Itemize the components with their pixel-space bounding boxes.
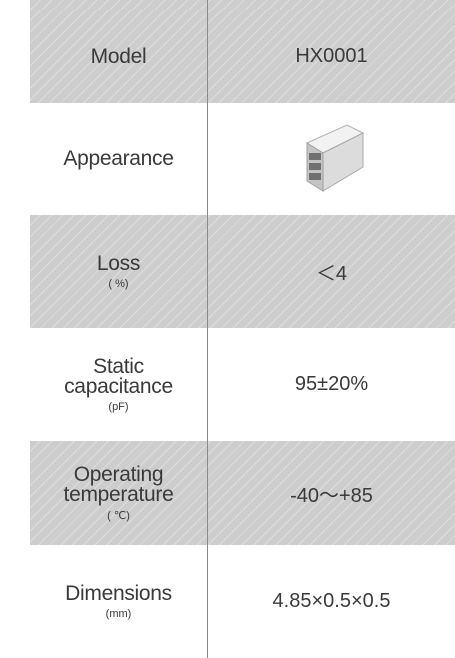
row-value: ＜4 xyxy=(315,263,348,285)
value-cell xyxy=(208,103,455,215)
column-divider xyxy=(207,0,208,658)
table-row: Operating temperature ( ℃) -40～+85 xyxy=(30,441,455,545)
label-cell: Appearance xyxy=(30,103,207,215)
row-value: 95±20% xyxy=(294,373,369,395)
row-unit: ( %) xyxy=(108,277,129,290)
product-image xyxy=(305,124,364,192)
table-row: Dimensions (mm) 4.85×0.5×0.5 xyxy=(30,545,455,658)
row-unit: (mm) xyxy=(105,607,132,620)
row-value: HX0001 xyxy=(295,45,368,67)
table-row: Loss ( %) ＜4 xyxy=(30,215,455,328)
value-cell: ＜4 xyxy=(208,215,455,328)
row-value: -40～+85 xyxy=(290,484,373,507)
row-label: Model xyxy=(90,44,147,68)
value-cell: HX0001 xyxy=(208,10,455,103)
row-label: Static capacitance xyxy=(64,354,173,398)
label-cell: Operating temperature ( ℃) xyxy=(30,441,207,545)
row-label: Appearance xyxy=(63,147,174,170)
row-value: 4.85×0.5×0.5 xyxy=(272,590,391,612)
table-row: Static capacitance (pF) 95±20% xyxy=(30,328,455,441)
label-cell: Static capacitance (pF) xyxy=(30,328,207,441)
value-cell: 95±20% xyxy=(208,328,455,441)
spec-table: Model HX0001 Appearance Loss ( %) ＜4 Static c… xyxy=(30,0,455,658)
label-cell: Dimensions (mm) xyxy=(30,545,207,658)
table-row: Model HX0001 xyxy=(30,10,455,103)
value-cell: 4.85×0.5×0.5 xyxy=(208,545,455,658)
row-label: Operating temperature xyxy=(63,462,174,506)
label-cell: Loss ( %) xyxy=(30,215,207,328)
table-row: Appearance xyxy=(30,103,455,215)
row-label: Loss xyxy=(96,251,141,275)
value-cell: -40～+85 xyxy=(208,441,455,545)
row-unit: (pF) xyxy=(108,400,129,413)
row-label: Dimensions xyxy=(65,581,172,605)
label-cell: Model xyxy=(30,10,207,103)
row-unit: ( ℃) xyxy=(107,509,130,522)
